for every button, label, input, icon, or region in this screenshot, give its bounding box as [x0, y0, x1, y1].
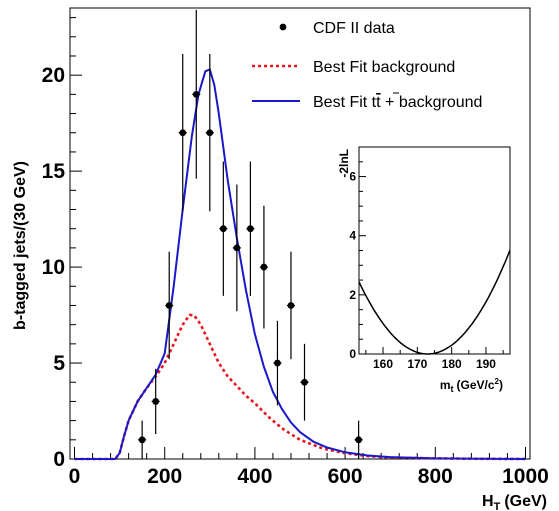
inset-y-axis-title: -2lnL — [337, 149, 351, 178]
data-point — [179, 129, 187, 137]
data-point — [152, 398, 160, 405]
x-tick-label: 400 — [237, 465, 272, 488]
y-axis-title: b-tagged jets/(30 GeV) — [12, 161, 29, 330]
legend-label-signal-suffix: + background — [381, 94, 483, 111]
data-point — [301, 378, 308, 386]
inset-plot-frame — [358, 146, 511, 355]
data-point — [233, 244, 241, 252]
legend-label-signal: Best Fit tt + background — [313, 94, 482, 111]
inset-x-title-unit: (GeV/c — [457, 378, 495, 392]
inset-x-title-main: m — [440, 378, 451, 392]
x-tick-label: 1000 — [502, 465, 549, 488]
y-tick-label: 10 — [42, 256, 65, 279]
legend-label-data: CDF II data — [313, 20, 395, 37]
x-tick-label: 800 — [418, 465, 453, 488]
data-point — [192, 90, 200, 98]
legend-label-signal-tbar: t — [376, 94, 381, 111]
inset-y-tick-label: 2 — [349, 288, 356, 302]
data-point — [219, 225, 227, 233]
legend-marker-data — [279, 23, 287, 31]
x-axis-title: HT (GeV) — [482, 493, 547, 511]
legend-label-signal-prefix: Best Fit t — [313, 94, 377, 111]
y-tick-label: 5 — [53, 352, 65, 375]
x-axis-title-main: H — [482, 493, 494, 510]
inset-y-tick-label: 4 — [349, 229, 356, 243]
signal-plus-background-curve — [74, 68, 526, 460]
inset-x-title-sup: 2 — [495, 377, 500, 386]
x-axis-title-unit: (GeV) — [504, 493, 547, 510]
data-point — [355, 436, 363, 444]
data-point — [287, 302, 295, 309]
inset-x-tick-label: 190 — [476, 357, 496, 371]
inset-y-tick-label: 6 — [349, 170, 356, 184]
x-tick-label: 200 — [147, 465, 182, 488]
data-point — [138, 436, 146, 444]
inset-y-tick-label: 0 — [349, 347, 356, 361]
y-tick-label: 20 — [42, 64, 65, 87]
data-point — [206, 129, 214, 137]
main-plot-frame — [69, 7, 531, 460]
inset-x-tick-label: 170 — [407, 357, 427, 371]
inset-x-title-close: ) — [499, 378, 503, 392]
x-axis-title-sub: T — [494, 501, 501, 511]
legend-label-background: Best Fit background — [313, 59, 455, 76]
x-tick-label: 600 — [328, 465, 363, 488]
data-point — [260, 263, 268, 271]
data-point — [246, 225, 254, 233]
inset-x-axis-title: mt (GeV/c2) — [440, 377, 503, 394]
y-tick-label: 15 — [42, 160, 66, 183]
inset-x-title-sub: t — [451, 384, 454, 394]
inset-likelihood-curve — [358, 249, 511, 355]
data-point — [274, 359, 281, 367]
x-tick-label: 0 — [69, 465, 81, 488]
y-tick-label: 0 — [53, 448, 65, 471]
inset-x-tick-label: 160 — [373, 357, 393, 371]
data-point — [165, 302, 173, 309]
inset-x-tick-label: 180 — [442, 357, 462, 371]
